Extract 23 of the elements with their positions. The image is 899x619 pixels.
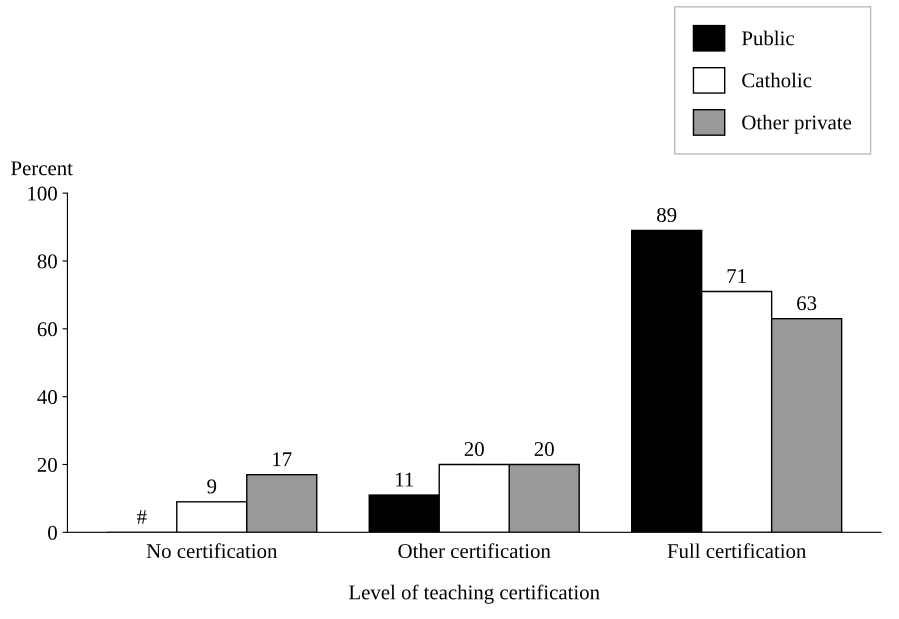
data-label: 20	[464, 442, 484, 456]
y-tick-label: 0	[48, 526, 57, 540]
data-label: 71	[728, 269, 746, 283]
data-label: 9	[207, 479, 216, 494]
data-label: 11	[396, 472, 414, 486]
legend-label: Catholic	[742, 72, 812, 88]
legend-label: Other private	[742, 114, 852, 134]
x-tick-label: Full certification	[668, 543, 806, 558]
y-tick-label: 40	[37, 390, 57, 404]
y-tick-label: 100	[28, 186, 57, 201]
x-axis-title: Level of teaching certification	[349, 584, 600, 604]
data-label: 63	[797, 296, 816, 310]
y-tick-label: 60	[38, 322, 57, 336]
y-tick-label: 80	[38, 254, 57, 268]
legend-label: Public	[742, 30, 794, 46]
x-tick-label: No certification	[146, 543, 278, 558]
y-tick-label: 20	[38, 458, 57, 472]
data-label: 20	[534, 442, 554, 456]
y-axis-title: Percent	[11, 161, 73, 176]
data-label: 89	[657, 208, 676, 222]
data-label: #	[136, 510, 147, 524]
x-tick-label: Other certification	[398, 543, 551, 558]
data-label: 17	[273, 452, 292, 466]
